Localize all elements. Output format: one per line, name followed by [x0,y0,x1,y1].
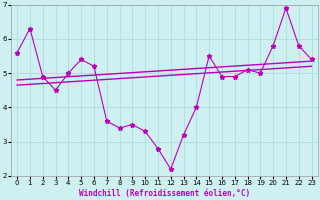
X-axis label: Windchill (Refroidissement éolien,°C): Windchill (Refroidissement éolien,°C) [79,189,250,198]
